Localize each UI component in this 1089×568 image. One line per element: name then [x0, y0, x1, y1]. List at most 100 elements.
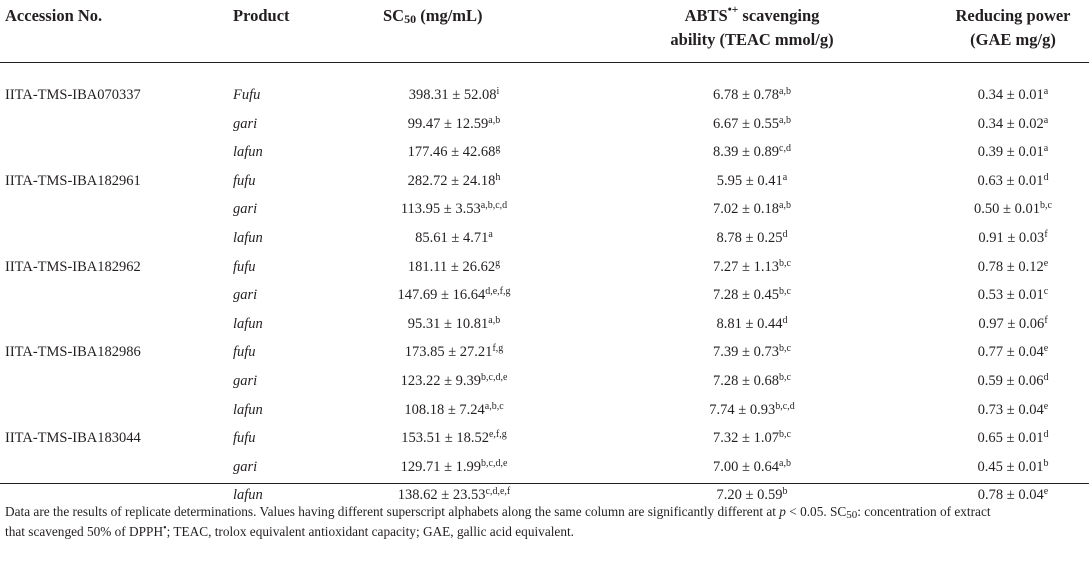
abts-cell-superscript: a,b	[779, 457, 791, 469]
reducing-power-cell-superscript: e	[1043, 400, 1049, 412]
header-abts-suffix: scavenging	[738, 6, 820, 25]
reducing-power-cell-superscript: f	[1044, 229, 1048, 240]
sc50-cell-superscript: a	[488, 229, 493, 240]
accession-cell: IITA-TMS-IBA182962	[5, 258, 141, 275]
sc50-cell-value: 398.31 ± 52.08	[408, 87, 497, 103]
reducing-power-cell-value: 0.53 ± 0.01	[977, 287, 1044, 304]
accession-cell: IITA-TMS-IBA070337	[5, 87, 141, 103]
reducing-power-cell-value: 0.50 ± 0.01	[974, 201, 1041, 218]
abts-cell: 7.00 ± 0.64a,b	[713, 457, 791, 477]
reducing-power-cell: 0.59 ± 0.06d	[978, 371, 1049, 391]
sc50-cell: 99.47 ± 12.59a,b	[408, 114, 500, 134]
header-abts-line1: ABTS•+ scavenging	[652, 4, 852, 28]
sc50-cell-value: 95.31 ± 10.81	[407, 315, 489, 332]
abts-cell-value: 7.00 ± 0.64	[713, 458, 780, 475]
product-cell: fufu	[233, 172, 256, 189]
product-cell: lafun	[233, 401, 263, 418]
sc50-cell-superscript: a,b,c,d	[480, 200, 508, 212]
sc50-cell-value: 173.85 ± 27.21	[404, 344, 493, 361]
abts-cell: 7.02 ± 0.18a,b	[713, 199, 791, 219]
reducing-power-cell: 0.34 ± 0.02a	[978, 114, 1048, 134]
reducing-power-cell: 0.53 ± 0.01c	[978, 285, 1048, 305]
reducing-power-cell-superscript: b	[1043, 457, 1049, 469]
sc50-cell: 398.31 ± 52.08i	[409, 85, 500, 105]
reducing-power-cell-value: 0.77 ± 0.04	[977, 344, 1044, 361]
sc50-cell: 153.51 ± 18.52e,f,g	[401, 428, 507, 448]
abts-cell: 8.78 ± 0.25d	[717, 228, 788, 248]
sc50-cell-superscript: i	[496, 86, 500, 97]
reducing-power-cell-value: 0.73 ± 0.04	[977, 401, 1044, 418]
product-cell: lafun	[233, 144, 263, 161]
abts-cell-superscript: b,c	[779, 429, 791, 441]
abts-cell-superscript: a,b	[779, 114, 791, 126]
footnote-line1: Data are the results of replicate determ…	[5, 502, 1085, 522]
reducing-power-cell: 0.78 ± 0.12e	[978, 257, 1048, 277]
header-rule	[0, 62, 1089, 63]
sc50-cell-value: 129.71 ± 1.99	[400, 458, 482, 475]
reducing-power-cell-value: 0.59 ± 0.06	[977, 373, 1044, 389]
footnote-text-d: that scavenged 50% of DPPH	[5, 523, 164, 539]
sc50-cell-value: 113.95 ± 3.53	[400, 201, 481, 218]
abts-cell-value: 7.20 ± 0.59	[716, 487, 783, 504]
reducing-power-cell-value: 0.78 ± 0.12	[977, 258, 1044, 275]
abts-cell-superscript: a,b	[779, 200, 791, 212]
footnote-line2: that scavenged 50% of DPPH•; TEAC, trolo…	[5, 522, 1085, 542]
footnote-p: p	[779, 504, 786, 519]
sc50-cell-value: 177.46 ± 42.68	[407, 144, 496, 161]
table-footnote: Data are the results of replicate determ…	[5, 502, 1085, 541]
sc50-cell: 129.71 ± 1.99b,c,d,e	[401, 457, 508, 477]
header-rp-line1: Reducing power	[955, 6, 1071, 25]
reducing-power-cell: 0.91 ± 0.03f	[978, 228, 1047, 248]
reducing-power-cell: 0.65 ± 0.01d	[978, 428, 1049, 448]
abts-cell-superscript: d	[782, 314, 788, 326]
sc50-cell-value: 138.62 ± 23.53	[397, 487, 486, 504]
abts-cell-superscript: d	[782, 229, 788, 240]
header-abts-line2: ability (TEAC mmol/g)	[670, 30, 834, 49]
abts-cell: 6.78 ± 0.78a,b	[713, 85, 791, 105]
sc50-cell-superscript: g	[495, 257, 501, 269]
abts-cell-value: 7.39 ± 0.73	[713, 344, 780, 361]
sc50-cell: 123.22 ± 9.39b,c,d,e	[401, 371, 508, 391]
sc50-cell: 108.18 ± 7.24a,b,c	[404, 400, 503, 420]
header-sc50-unit: (mg/mL)	[416, 6, 483, 25]
reducing-power-cell-superscript: b,c	[1040, 200, 1052, 212]
product-cell: fufu	[233, 258, 256, 275]
sc50-cell-superscript: b,c,d,e	[481, 457, 508, 469]
abts-cell: 7.32 ± 1.07b,c	[713, 428, 791, 448]
accession-cell: IITA-TMS-IBA183044	[5, 430, 141, 447]
abts-cell-superscript: b	[782, 486, 788, 498]
abts-cell: 7.74 ± 0.93b,c,d	[709, 400, 794, 420]
accession-cell: IITA-TMS-IBA182986	[5, 344, 141, 361]
header-abts-prefix: ABTS	[684, 6, 728, 25]
header-sc50-subscript: 50	[404, 12, 417, 26]
reducing-power-cell-superscript: d	[1043, 171, 1049, 183]
reducing-power-cell: 0.45 ± 0.01b	[978, 457, 1049, 477]
sc50-cell-value: 108.18 ± 7.24	[404, 401, 485, 418]
sc50-cell-value: 99.47 ± 12.59	[407, 115, 489, 132]
reducing-power-cell: 0.34 ± 0.01a	[978, 85, 1048, 105]
sc50-cell: 181.11 ± 26.62g	[408, 257, 500, 277]
abts-cell-superscript: b,c	[779, 343, 791, 355]
abts-cell-value: 5.95 ± 0.41	[716, 172, 783, 189]
reducing-power-cell-superscript: c	[1043, 286, 1049, 298]
abts-cell: 7.28 ± 0.68b,c	[713, 371, 791, 391]
sc50-cell-value: 123.22 ± 9.39	[400, 373, 482, 389]
header-sc50-prefix: SC	[383, 6, 405, 25]
sc50-cell-value: 85.61 ± 4.71	[415, 230, 489, 246]
reducing-power-cell-superscript: a	[1043, 114, 1049, 126]
header-accession: Accession No.	[5, 6, 103, 25]
footnote-text-a: Data are the results of replicate determ…	[5, 504, 780, 519]
product-cell: lafun	[233, 315, 263, 332]
sc50-cell-value: 147.69 ± 16.64	[397, 287, 486, 304]
reducing-power-cell-value: 0.91 ± 0.03	[978, 230, 1045, 246]
abts-cell-value: 7.27 ± 1.13	[713, 258, 780, 275]
product-cell: fufu	[233, 430, 256, 447]
sc50-cell: 173.85 ± 27.21f,g	[405, 342, 504, 362]
reducing-power-cell-value: 0.97 ± 0.06	[978, 315, 1045, 332]
product-cell: lafun	[233, 487, 263, 504]
sc50-cell-superscript: h	[495, 171, 501, 183]
sc50-cell: 113.95 ± 3.53a,b,c,d	[401, 199, 507, 219]
abts-cell-superscript: a	[782, 171, 788, 183]
abts-cell: 8.81 ± 0.44d	[717, 314, 788, 334]
